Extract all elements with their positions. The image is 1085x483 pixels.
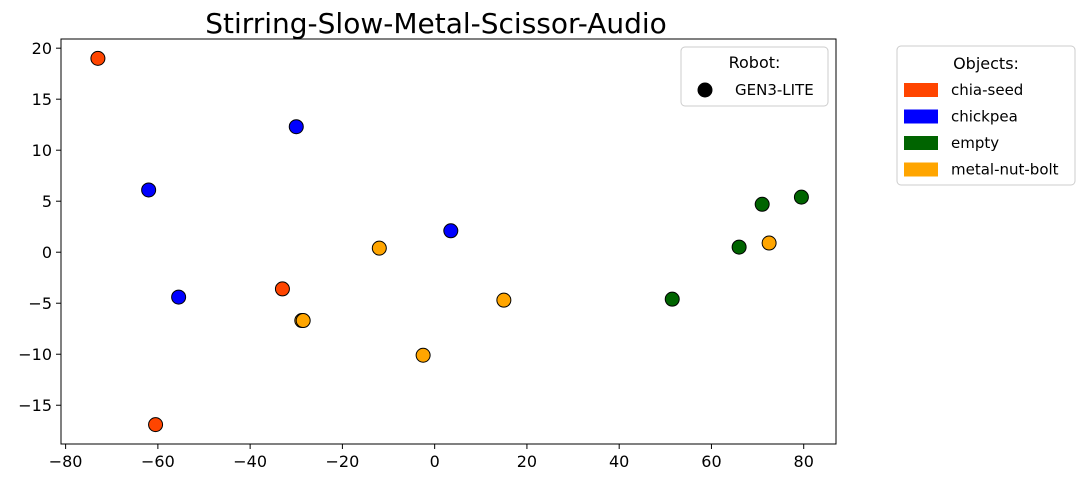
objects-legend: Objects: chia-seed chickpea empty metal-nut… xyxy=(896,45,1076,186)
legend-swatch-metal-nut-bolt xyxy=(904,162,938,177)
point-empty xyxy=(754,196,770,212)
point-chia-seed xyxy=(274,281,290,297)
robot-legend-label: GEN3-LITE xyxy=(735,81,814,99)
y-tick-label: 15 xyxy=(32,90,52,109)
point-empty xyxy=(793,189,809,205)
point-chickpea xyxy=(288,119,304,135)
x-tick-label: 60 xyxy=(701,452,721,471)
y-tick-label: 5 xyxy=(42,192,52,211)
point-metal-nut-bolt xyxy=(295,313,311,329)
point-chia-seed xyxy=(90,50,106,66)
point-metal-nut-bolt xyxy=(761,235,777,251)
x-tick-label: 40 xyxy=(609,452,629,471)
legend-label-chickpea: chickpea xyxy=(951,108,1018,126)
point-empty xyxy=(731,239,747,255)
point-metal-nut-bolt xyxy=(415,347,431,363)
y-axis: −15 −10 −5 0 5 10 15 20 xyxy=(18,39,61,415)
y-tick-label: −5 xyxy=(28,294,52,313)
robot-legend-box xyxy=(680,46,829,107)
x-tick-label: −60 xyxy=(141,452,175,471)
point-chickpea xyxy=(443,223,459,239)
x-axis: −80 −60 −40 −20 0 20 40 60 80 xyxy=(49,444,814,471)
robot-legend-title: Robot: xyxy=(729,53,781,72)
x-tick-label: 20 xyxy=(517,452,537,471)
y-tick-label: −10 xyxy=(18,345,52,364)
legend-swatch-chickpea xyxy=(904,109,938,124)
points-layer xyxy=(90,50,809,433)
objects-legend-entries: chia-seed chickpea empty metal-nut-bolt xyxy=(904,81,1059,179)
y-tick-label: −15 xyxy=(18,396,52,415)
legend-swatch-empty xyxy=(904,136,938,150)
y-tick-label: 10 xyxy=(32,141,52,160)
plot-frame xyxy=(60,38,837,445)
x-tick-label: −80 xyxy=(49,452,83,471)
legend-label-chia-seed: chia-seed xyxy=(951,81,1023,99)
legend-swatch-chia-seed xyxy=(904,83,938,97)
legend-label-metal-nut-bolt: metal-nut-bolt xyxy=(951,161,1059,179)
point-chickpea xyxy=(141,182,157,198)
legend-label-empty: empty xyxy=(951,134,999,152)
point-metal-nut-bolt xyxy=(496,292,512,308)
x-tick-label: 0 xyxy=(430,452,440,471)
y-tick-label: 0 xyxy=(42,243,52,262)
point-empty xyxy=(664,291,680,307)
point-chickpea xyxy=(171,289,187,305)
x-tick-label: −40 xyxy=(233,452,267,471)
point-metal-nut-bolt xyxy=(371,240,387,256)
robot-legend: Robot: GEN3-LITE xyxy=(680,46,829,107)
robot-legend-marker xyxy=(697,82,713,98)
chart-title: Stirring-Slow-Metal-Scissor-Audio xyxy=(205,7,667,40)
x-tick-label: −20 xyxy=(326,452,360,471)
objects-legend-title: Objects: xyxy=(953,54,1019,73)
objects-legend-box xyxy=(896,45,1076,186)
plot-area: −80 −60 −40 −20 0 20 40 60 80 −15 −10 −5 0 5 10 15 20 xyxy=(18,38,837,471)
point-chia-seed xyxy=(148,417,164,433)
x-tick-label: 80 xyxy=(794,452,814,471)
y-tick-label: 20 xyxy=(32,39,52,58)
